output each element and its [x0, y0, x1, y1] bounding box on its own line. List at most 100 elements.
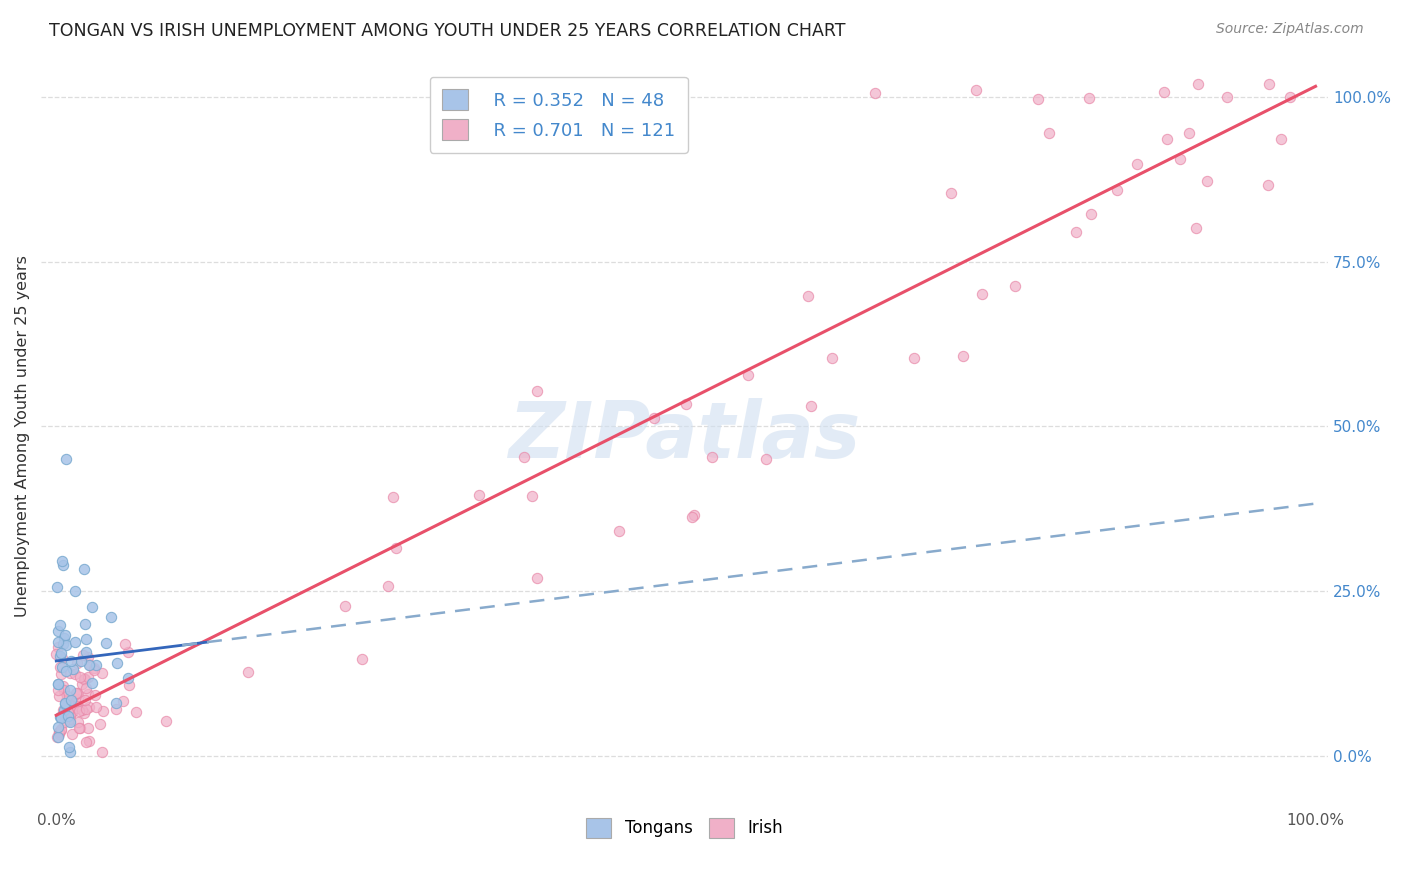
Point: [1185, 221, 1208, 235]
Point: [52, 632, 75, 646]
Point: [48, 724, 70, 739]
Point: [52, 558, 75, 572]
Point: [60, 693, 83, 707]
Point: [53, 683, 76, 698]
Point: [51, 660, 73, 674]
Point: [952, 349, 974, 363]
Point: [59, 714, 82, 729]
Point: [59, 698, 82, 712]
Point: [89, 716, 111, 731]
Point: [49, 667, 72, 681]
Point: [53, 697, 76, 711]
Point: [76, 670, 98, 684]
Point: [84, 700, 107, 714]
Point: [117, 645, 139, 659]
Point: [75, 735, 97, 749]
Point: [93, 704, 115, 718]
Point: [48, 640, 70, 654]
Point: [65, 583, 87, 598]
Point: [737, 368, 759, 382]
Point: [59, 712, 82, 726]
Point: [1004, 278, 1026, 293]
Point: [155, 714, 177, 729]
Point: [117, 672, 139, 686]
Point: [59, 706, 82, 721]
Point: [755, 452, 778, 467]
Point: [1187, 77, 1209, 91]
Point: [91, 665, 114, 680]
Point: [1270, 132, 1292, 146]
Point: [63, 666, 86, 681]
Point: [75, 681, 97, 696]
Point: [45, 580, 67, 594]
Point: [59, 682, 82, 697]
Point: [118, 678, 141, 692]
Text: ZIPatlas: ZIPatlas: [509, 398, 860, 475]
Point: [800, 399, 823, 413]
Point: [46, 677, 69, 691]
Point: [60, 704, 83, 718]
Point: [49, 711, 72, 725]
Point: [48, 725, 70, 739]
Point: [1168, 153, 1191, 167]
Point: [59, 746, 82, 760]
Point: [80, 675, 103, 690]
Point: [381, 490, 404, 504]
Point: [51, 651, 73, 665]
Point: [863, 87, 886, 101]
Point: [67, 721, 90, 735]
Point: [73, 706, 96, 721]
Point: [513, 450, 536, 464]
Point: [468, 487, 491, 501]
Point: [1153, 85, 1175, 99]
Point: [56, 689, 79, 703]
Point: [48, 689, 70, 703]
Point: [62, 662, 84, 676]
Point: [46, 624, 69, 638]
Point: [72, 648, 94, 663]
Point: [77, 650, 100, 665]
Point: [58, 702, 80, 716]
Point: [52, 679, 75, 693]
Point: [83, 661, 105, 675]
Point: [63, 635, 86, 649]
Point: [69, 722, 91, 736]
Point: [683, 508, 706, 523]
Point: [79, 657, 101, 672]
Text: TONGAN VS IRISH UNEMPLOYMENT AMONG YOUTH UNDER 25 YEARS CORRELATION CHART: TONGAN VS IRISH UNEMPLOYMENT AMONG YOUTH…: [49, 22, 846, 40]
Point: [56, 709, 79, 723]
Point: [520, 489, 543, 503]
Point: [49, 646, 72, 660]
Y-axis label: Unemployment Among Youth under 25 years: Unemployment Among Youth under 25 years: [15, 255, 30, 617]
Point: [70, 677, 93, 691]
Point: [1216, 90, 1239, 104]
Point: [72, 703, 94, 717]
Point: [46, 634, 69, 648]
Point: [607, 524, 630, 538]
Point: [73, 693, 96, 707]
Point: [80, 599, 103, 614]
Point: [105, 696, 128, 710]
Point: [1066, 225, 1088, 239]
Point: [75, 702, 97, 716]
Point: [75, 632, 97, 647]
Point: [100, 610, 122, 624]
Point: [377, 579, 399, 593]
Point: [385, 541, 408, 555]
Point: [75, 644, 97, 658]
Point: [66, 657, 89, 671]
Point: [55, 694, 77, 708]
Point: [84, 688, 107, 702]
Point: [59, 654, 82, 668]
Point: [94, 636, 117, 650]
Point: [62, 726, 84, 740]
Legend: Tongans, Irish: Tongans, Irish: [579, 811, 790, 845]
Point: [1178, 126, 1201, 140]
Point: [65, 686, 87, 700]
Point: [124, 705, 146, 719]
Point: [91, 746, 114, 760]
Point: [352, 652, 374, 666]
Point: [55, 628, 77, 642]
Point: [77, 687, 100, 701]
Point: [79, 700, 101, 714]
